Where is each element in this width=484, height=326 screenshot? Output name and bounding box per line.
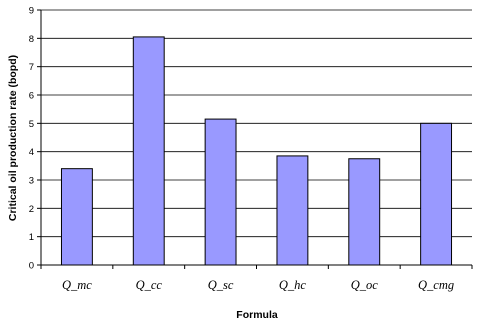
y-tick-label: 8: [29, 34, 34, 45]
y-tick-label: 4: [29, 147, 34, 158]
bar-Q_cc: [132, 36, 165, 266]
bars: [60, 36, 453, 266]
y-tick-label: 7: [29, 62, 34, 73]
gridlines: [41, 9, 472, 238]
x-tick-label-Q_sc: Q_sc: [208, 278, 234, 292]
x-tick-label-Q_hc: Q_hc: [279, 278, 307, 292]
bar-Q_mc: [60, 168, 93, 266]
y-tick-label: 5: [29, 119, 34, 130]
axes: [37, 9, 473, 269]
bar-Q_sc: [204, 118, 237, 266]
bar-Q_hc: [276, 155, 309, 266]
bar-Q_oc: [348, 158, 381, 266]
x-tick-label-Q_mc: Q_mc: [62, 278, 92, 292]
y-tick-label: 1: [29, 232, 34, 243]
y-tick-label: 2: [29, 204, 34, 215]
x-tick-label-Q_cc: Q_cc: [136, 278, 163, 292]
y-tick-label: 9: [29, 6, 34, 17]
y-tick-label: 6: [29, 91, 34, 102]
tick-labels: 0 1 2 3 4 5 6 7 8 9 Q_mc Q_cc Q_sc Q_hc Q_oc Q_cmg: [29, 6, 454, 293]
x-tick-label-Q_oc: Q_oc: [351, 278, 379, 292]
bar-Q_cmg: [420, 122, 453, 266]
x-tick-label-Q_cmg: Q_cmg: [418, 278, 454, 292]
y-axis-title: Critical oil production rate (bopd): [7, 55, 19, 221]
y-tick-label: 0: [29, 261, 34, 272]
x-axis-title: Formula: [236, 309, 278, 321]
y-tick-label: 3: [29, 176, 34, 187]
